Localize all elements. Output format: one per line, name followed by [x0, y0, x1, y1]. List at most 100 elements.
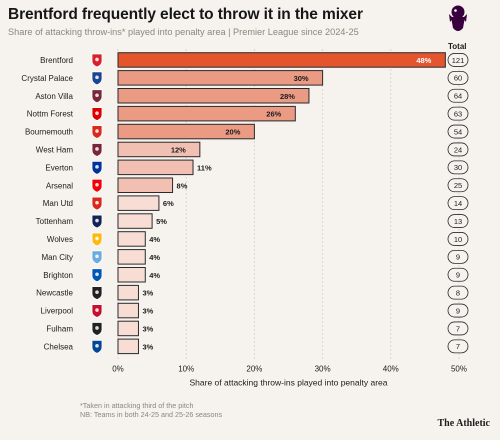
bar-value-label: 48% — [416, 56, 431, 65]
bar — [117, 141, 201, 158]
x-tick-label: 50% — [451, 364, 467, 373]
total-pill — [447, 53, 469, 67]
bar-value-label: 3% — [142, 324, 153, 333]
total-pill — [447, 142, 469, 157]
bar — [117, 70, 324, 86]
bar-value-label: 3% — [142, 342, 153, 351]
x-tick-label: 10% — [178, 364, 194, 373]
x-axis-label: Share of attacking throw-ins played into… — [190, 377, 388, 387]
bar-value-label: 6% — [163, 199, 174, 208]
bar — [117, 249, 146, 265]
chart-title: Brentford frequently elect to throw it i… — [8, 6, 363, 23]
team-label: Tottenham — [36, 217, 74, 226]
wolves-crest-icon — [91, 232, 103, 247]
total-pill — [447, 124, 469, 139]
crest-emblem — [95, 254, 99, 259]
bar — [117, 213, 153, 229]
bar-value-label: 26% — [266, 110, 281, 119]
crest-emblem — [95, 182, 99, 187]
bar-value-label: 12% — [171, 145, 186, 154]
bar-value-label: 4% — [149, 235, 160, 244]
total-pill — [447, 303, 469, 318]
team-label: Bournemouth — [25, 128, 73, 137]
total-value: 7 — [456, 324, 460, 333]
crest-emblem — [95, 93, 99, 98]
total-value: 60 — [454, 74, 462, 83]
total-pill — [447, 196, 469, 211]
bar — [117, 159, 194, 176]
bar-value-label: 20% — [225, 128, 240, 137]
footnote-seasons: NB: Teams in both 24-25 and 25-26 season… — [80, 410, 223, 419]
crest-emblem — [95, 236, 99, 241]
team-label: Aston Villa — [35, 92, 73, 101]
total-value: 24 — [454, 145, 462, 154]
team-label: Liverpool — [41, 307, 74, 316]
total-pill — [447, 214, 469, 228]
chelsea-crest-icon — [91, 339, 103, 354]
total-value: 10 — [454, 235, 462, 244]
crest-emblem — [95, 308, 99, 312]
total-value: 7 — [456, 342, 460, 351]
x-tick-label: 30% — [315, 364, 331, 373]
crest-emblem — [95, 147, 99, 151]
crest-emblem — [95, 272, 99, 277]
total-value: 64 — [454, 92, 462, 101]
crest-emblem — [95, 75, 99, 80]
arsenal-crest-icon — [91, 178, 103, 193]
bar-value-label: 3% — [142, 307, 153, 316]
total-pill — [447, 285, 469, 300]
team-label: Brentford — [40, 56, 73, 65]
nottm-forest-crest-icon — [91, 107, 103, 122]
total-value: 63 — [454, 109, 462, 118]
crystal-palace-crest-icon — [91, 71, 103, 86]
total-column-header: Total — [448, 42, 467, 51]
bar — [117, 105, 296, 122]
total-pill — [447, 106, 469, 121]
bar — [117, 338, 139, 355]
total-value: 54 — [454, 127, 462, 136]
bar-value-label: 28% — [280, 92, 295, 101]
footnote-definition: *Taken in attacking third of the pitch — [80, 401, 194, 410]
crest-emblem — [95, 344, 99, 348]
bar — [117, 195, 160, 211]
total-value: 25 — [454, 181, 462, 190]
total-value: 8 — [456, 288, 460, 297]
team-label: Wolves — [47, 235, 73, 244]
brighton-crest-icon — [91, 268, 103, 283]
bar — [117, 231, 146, 247]
crest-emblem — [95, 218, 99, 223]
man-utd-crest-icon — [91, 196, 103, 211]
bar — [117, 267, 146, 283]
x-tick-label: 20% — [246, 364, 262, 373]
crest-emblem — [95, 326, 99, 330]
total-pill — [447, 232, 469, 246]
total-value: 121 — [452, 56, 465, 65]
total-pill — [447, 160, 469, 175]
chart-subtitle: Share of attacking throw-ins* played int… — [8, 27, 359, 37]
crest-emblem — [95, 111, 99, 115]
total-pill — [447, 321, 469, 336]
team-label: Nottm Forest — [27, 110, 74, 119]
team-label: Everton — [45, 163, 73, 172]
bar-value-label: 11% — [197, 163, 212, 172]
total-pill — [447, 267, 469, 282]
premier-league-logo-icon — [449, 5, 467, 31]
bar — [117, 302, 139, 319]
total-pill — [447, 178, 469, 193]
crest-emblem — [95, 200, 99, 205]
bar-value-label: 5% — [156, 217, 167, 226]
bar — [117, 52, 446, 68]
team-label: West Ham — [36, 145, 74, 154]
x-tick-label: 40% — [383, 364, 399, 373]
aston-villa-crest-icon — [91, 89, 103, 104]
crest-emblem — [95, 165, 99, 169]
fulham-crest-icon — [91, 322, 103, 336]
team-label: Man Utd — [43, 199, 73, 208]
crest-emblem — [95, 57, 99, 62]
total-pill — [447, 88, 469, 103]
bar — [117, 123, 255, 140]
everton-crest-icon — [91, 160, 103, 175]
total-value: 14 — [454, 199, 462, 208]
bar — [117, 177, 174, 193]
the-athletic-logo: The Athletic — [437, 418, 491, 429]
